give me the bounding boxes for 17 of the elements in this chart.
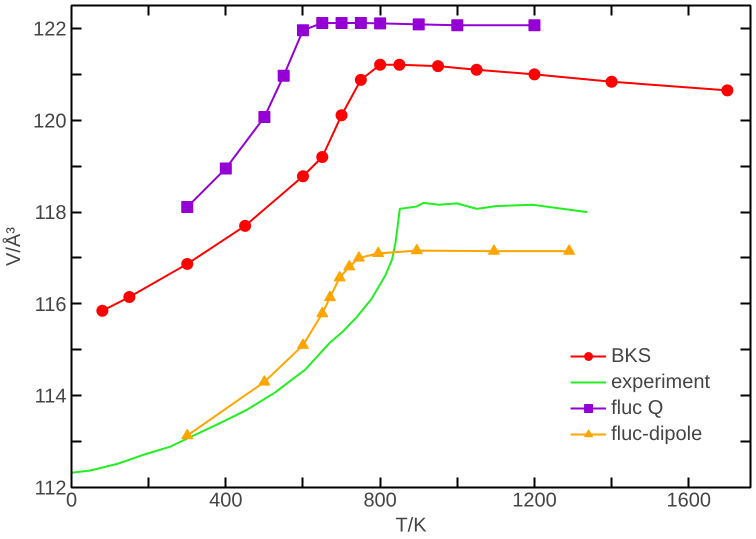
y-tick-label: 122 [33, 18, 67, 40]
x-tick-label: 1200 [512, 490, 557, 512]
x-tick-label: 0 [66, 490, 78, 512]
legend-label: BKS [611, 344, 652, 368]
legend-label: fluc-dipole [611, 422, 702, 446]
y-tick-label: 120 [33, 110, 67, 132]
y-tick-label: 118 [34, 202, 67, 224]
x-tick-label: 400 [209, 490, 243, 512]
y-tick-label: 112 [34, 478, 67, 500]
y-axis-title: V/Å³ [2, 226, 26, 266]
x-axis-title: T/K [395, 514, 428, 536]
legend-label: fluc Q [611, 396, 664, 420]
legend-label: experiment [611, 370, 710, 394]
y-tick-label: 114 [34, 386, 67, 408]
x-tick-label: 1600 [666, 490, 712, 512]
y-tick-label: 116 [34, 294, 67, 316]
x-tick-label: 800 [363, 490, 397, 512]
